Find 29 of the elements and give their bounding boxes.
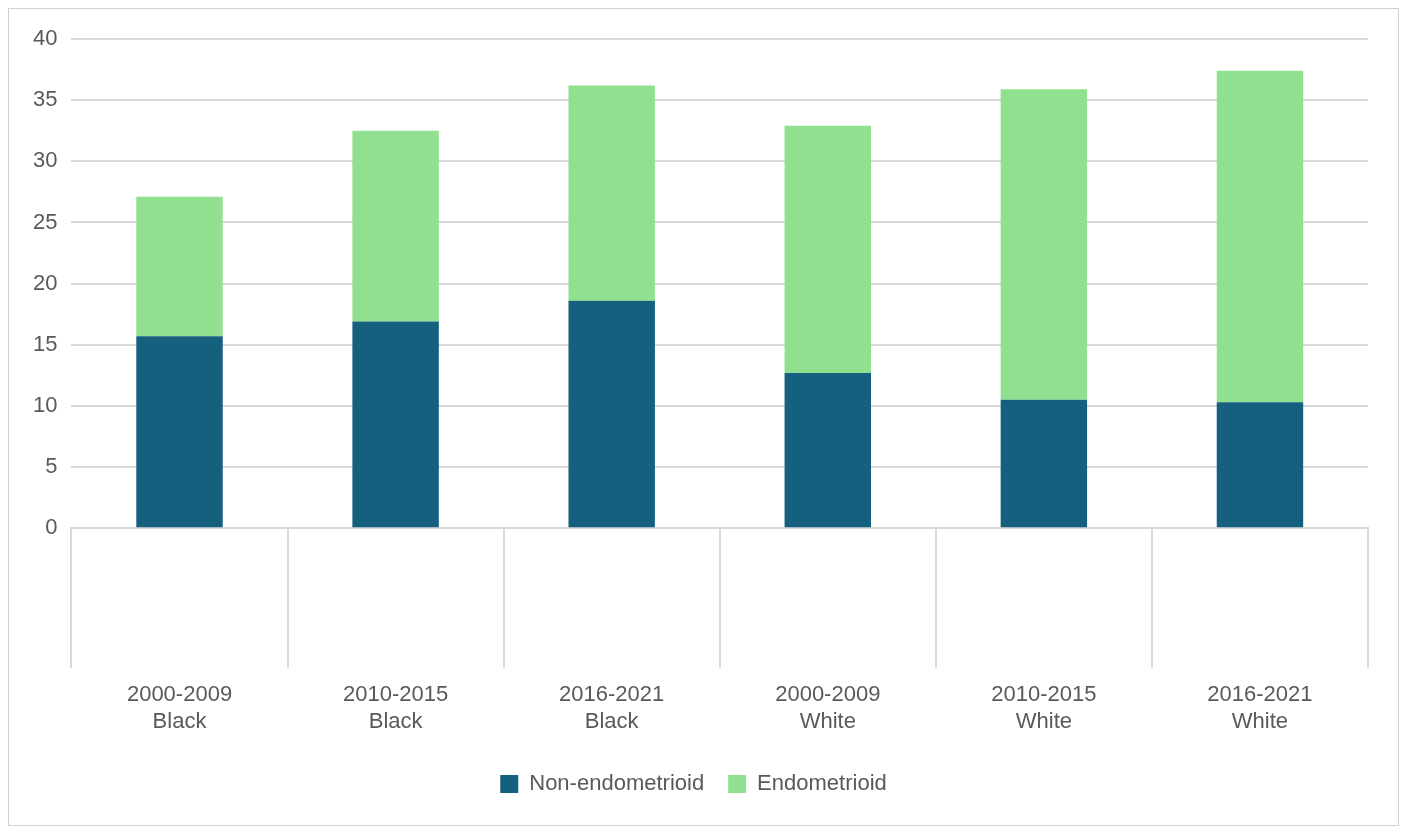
bar [352, 130, 439, 322]
bar [136, 196, 223, 337]
x-tick-label: 2000-2009 Black [126, 681, 233, 733]
x-tick-label: 2010-2015 White [991, 681, 1097, 733]
bar [1216, 70, 1304, 403]
bar [1000, 399, 1088, 528]
x-tick-label: 2010-2015 Black [342, 681, 449, 733]
legend-label: Non-endometrioid [529, 770, 705, 796]
bar [784, 372, 871, 528]
x-tick-label: 2016-2021 Black [559, 681, 665, 733]
bar [568, 85, 655, 301]
y-tick-label: 0 [45, 514, 58, 540]
y-tick-label: 40 [32, 25, 58, 51]
y-tick-label: 20 [32, 269, 58, 295]
bar [352, 321, 439, 528]
bar [1000, 89, 1088, 400]
y-tick-label: 15 [32, 330, 58, 356]
legend-label: Endometrioid [757, 770, 887, 796]
bar [784, 125, 871, 373]
y-tick-label: 35 [32, 86, 58, 112]
x-tick-label: 2000-2009 White [775, 681, 881, 733]
y-tick-label: 10 [32, 391, 58, 417]
y-tick-label: 30 [32, 147, 58, 173]
bar [568, 300, 655, 528]
bar [136, 336, 223, 528]
bar [1216, 402, 1304, 528]
y-tick-label: 25 [32, 208, 58, 234]
y-tick-label: 5 [45, 453, 58, 479]
x-tick-label: 2016-2021 White [1207, 681, 1313, 733]
